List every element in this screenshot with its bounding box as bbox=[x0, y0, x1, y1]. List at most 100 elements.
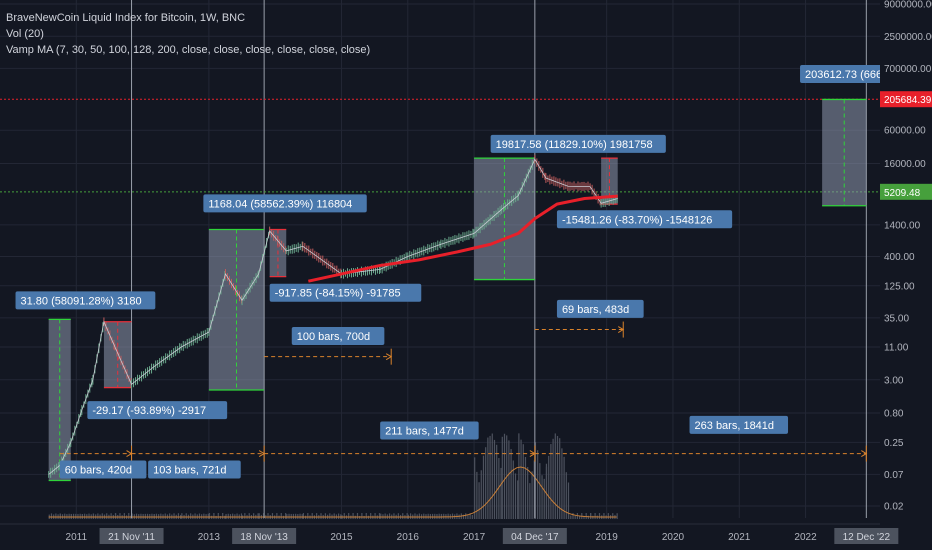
y-tick-label: 700000.00 bbox=[884, 64, 932, 75]
annotation-label[interactable]: -917.85 (-84.15%) -91785 bbox=[269, 283, 422, 302]
volume-ma-line bbox=[48, 466, 617, 518]
volume-bar bbox=[311, 513, 313, 519]
price-range-box[interactable] bbox=[208, 228, 265, 391]
volume-bar bbox=[302, 513, 305, 519]
annotation-label[interactable]: 263 bars, 1841d bbox=[689, 415, 789, 434]
volume-bar bbox=[537, 450, 539, 519]
annotation-label[interactable]: 100 bars, 700d bbox=[291, 327, 385, 346]
volume-bar bbox=[92, 513, 95, 519]
volume-bar bbox=[517, 480, 519, 519]
volume-bar bbox=[570, 515, 572, 519]
vamp-ma-line bbox=[308, 194, 618, 283]
volume-bar bbox=[548, 455, 550, 519]
annotation-text: 19817.58 (11829.10%) 1981758 bbox=[496, 139, 653, 151]
volume-bar bbox=[482, 455, 485, 519]
y-tick-label: 0.25 bbox=[884, 438, 904, 449]
volume-bar bbox=[244, 513, 246, 519]
date-range-measure[interactable] bbox=[534, 445, 868, 462]
annotation-label[interactable]: 31.80 (58091.28%) 3180 bbox=[15, 291, 156, 310]
volume-bar bbox=[493, 439, 496, 519]
volume-bar bbox=[498, 458, 500, 519]
volume-bar bbox=[240, 513, 243, 519]
price-range-box[interactable] bbox=[48, 318, 71, 482]
volume-bar bbox=[258, 513, 260, 519]
volume-bar bbox=[198, 513, 201, 519]
volume-bar bbox=[406, 513, 408, 519]
volume-bar bbox=[217, 513, 219, 519]
annotation-label[interactable]: 60 bars, 420d bbox=[59, 460, 147, 479]
volume-bar bbox=[164, 513, 166, 519]
annotation-label[interactable]: 19817.58 (11829.10%) 1981758 bbox=[490, 134, 666, 153]
svg-text:18 Nov '13: 18 Nov '13 bbox=[240, 532, 288, 543]
x-tick-label: 2016 bbox=[397, 532, 420, 543]
annotation-text: 60 bars, 420d bbox=[65, 465, 132, 477]
annotation-label[interactable]: -15481.26 (-83.70%) -1548126 bbox=[556, 210, 733, 229]
volume-bar bbox=[512, 460, 514, 519]
volume-bar bbox=[563, 456, 565, 519]
volume-bar bbox=[559, 438, 561, 519]
volume-bar bbox=[531, 471, 533, 519]
x-tick-label: 2017 bbox=[463, 532, 486, 543]
annotation-label[interactable]: -29.17 (-93.89%) -2917 bbox=[87, 401, 228, 420]
annotation-label[interactable]: 1168.04 (58562.39%) 116804 bbox=[203, 194, 367, 213]
volume-bar bbox=[590, 513, 592, 519]
annotation-text: 69 bars, 483d bbox=[562, 304, 629, 316]
volume-bar bbox=[529, 483, 531, 519]
annotation-label[interactable]: 103 bars, 721d bbox=[148, 460, 241, 479]
annotation-text: 211 bars, 1477d bbox=[385, 426, 464, 438]
annotation-text: 103 bars, 721d bbox=[153, 465, 226, 477]
price-range-box[interactable] bbox=[822, 98, 867, 207]
volume-bar bbox=[181, 513, 183, 519]
volume-bar bbox=[514, 473, 517, 519]
volume-bar bbox=[307, 513, 309, 519]
volume-bar bbox=[496, 444, 498, 519]
date-range-measure[interactable] bbox=[264, 348, 393, 365]
y-tick-label: 0.80 bbox=[884, 409, 904, 420]
volume-bar bbox=[207, 513, 209, 519]
volume-bar bbox=[276, 513, 278, 519]
volume-bar bbox=[232, 513, 234, 519]
volume-bar bbox=[123, 513, 125, 519]
svg-text:12 Dec '22: 12 Dec '22 bbox=[843, 532, 891, 543]
volume-bar bbox=[253, 513, 255, 519]
volume-bar bbox=[131, 513, 133, 519]
price-axis[interactable]: 9000000.00 2500000.00 700000.00 60000.00 160… bbox=[880, 0, 932, 550]
volume-bar bbox=[295, 513, 297, 519]
volume-bar bbox=[556, 435, 559, 519]
volume-bar bbox=[533, 460, 535, 519]
volume-bar bbox=[84, 513, 86, 519]
volume-bar bbox=[348, 513, 350, 519]
price-marker-tag: 5209.48 bbox=[880, 183, 932, 200]
annotation-label[interactable]: 69 bars, 483d bbox=[556, 299, 644, 318]
annotation-label[interactable]: 211 bars, 1477d bbox=[380, 421, 479, 440]
y-tick-label: 3.00 bbox=[884, 375, 904, 386]
volume-bar bbox=[522, 444, 524, 519]
volume-bar bbox=[203, 513, 205, 519]
x-tick-label: 2019 bbox=[596, 532, 619, 543]
volume-bar bbox=[429, 513, 431, 519]
volume-indicator-label: Vol (20) bbox=[6, 28, 44, 40]
annotation-text: -29.17 (-93.89%) -2917 bbox=[92, 405, 206, 417]
volume-bar bbox=[431, 513, 434, 519]
volume-bar bbox=[169, 513, 171, 519]
date-range-measure[interactable] bbox=[534, 321, 625, 338]
y-tick-label: 60000.00 bbox=[884, 126, 926, 137]
volume-bar bbox=[489, 435, 491, 519]
chart-legend: BraveNewCoin Liquid Index for Bitcoin, 1… bbox=[6, 10, 370, 58]
volume-bar bbox=[72, 513, 75, 519]
volume-bar bbox=[68, 513, 70, 519]
volume-bar bbox=[194, 513, 196, 519]
volume-bar bbox=[427, 513, 429, 519]
volume-bar bbox=[142, 513, 144, 519]
volume-bar bbox=[146, 513, 149, 519]
volume-bar bbox=[55, 513, 57, 519]
time-axis[interactable]: 2011 2013 2015 2016 2017 2019 2020 2021 2022 21 N… bbox=[0, 523, 932, 550]
svg-text:5209.48: 5209.48 bbox=[884, 188, 921, 199]
volume-bar bbox=[543, 478, 545, 519]
volume-bar bbox=[153, 513, 155, 519]
y-tick-label: 11.00 bbox=[884, 343, 909, 354]
price-range-box[interactable] bbox=[474, 157, 535, 281]
volume-bar bbox=[462, 514, 465, 519]
volume-bar bbox=[257, 513, 259, 519]
